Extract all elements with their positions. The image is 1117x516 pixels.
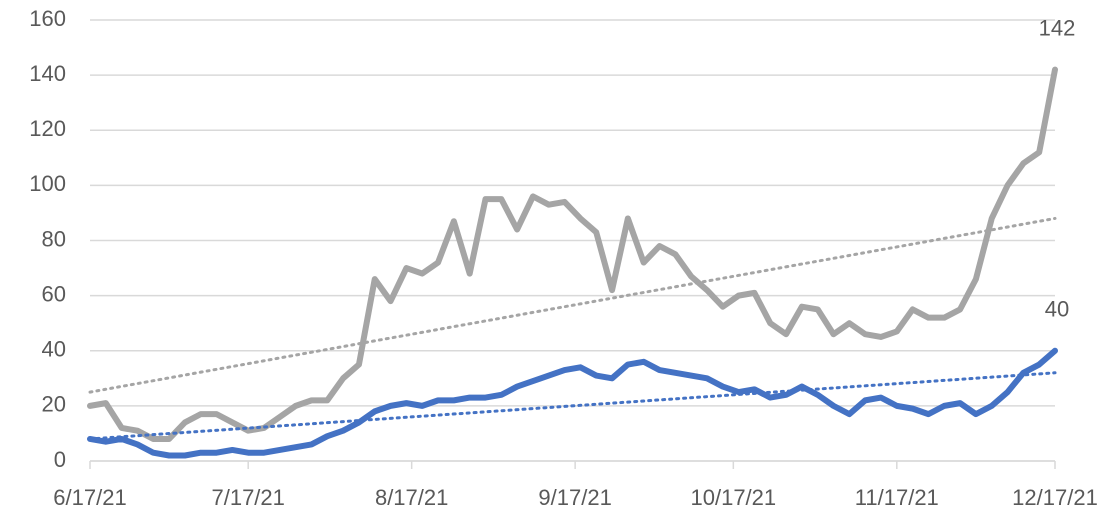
data-label: 40 bbox=[1045, 297, 1069, 322]
y-tick-label: 20 bbox=[42, 392, 66, 417]
trend-line bbox=[88, 216, 1057, 394]
y-tick-label: 60 bbox=[42, 281, 66, 306]
x-tick-label: 8/17/21 bbox=[375, 485, 448, 510]
x-tick-label: 12/17/21 bbox=[1012, 485, 1098, 510]
y-tick-label: 140 bbox=[29, 61, 66, 86]
y-tick-label: 120 bbox=[29, 116, 66, 141]
y-tick-label: 0 bbox=[54, 447, 66, 472]
data-label: 142 bbox=[1039, 15, 1076, 40]
y-tick-label: 80 bbox=[42, 226, 66, 251]
y-tick-label: 160 bbox=[29, 6, 66, 31]
y-tick-label: 40 bbox=[42, 337, 66, 362]
trend-line bbox=[88, 371, 1057, 441]
line bbox=[87, 66, 1058, 442]
x-tick-label: 9/17/21 bbox=[538, 485, 611, 510]
y-tick-label: 100 bbox=[29, 171, 66, 196]
x-tick-label: 6/17/21 bbox=[53, 485, 126, 510]
x-tick-label: 11/17/21 bbox=[855, 485, 939, 510]
line bbox=[87, 347, 1058, 459]
x-tick-label: 7/17/21 bbox=[211, 485, 284, 510]
x-tick-label: 10/17/21 bbox=[691, 485, 777, 510]
